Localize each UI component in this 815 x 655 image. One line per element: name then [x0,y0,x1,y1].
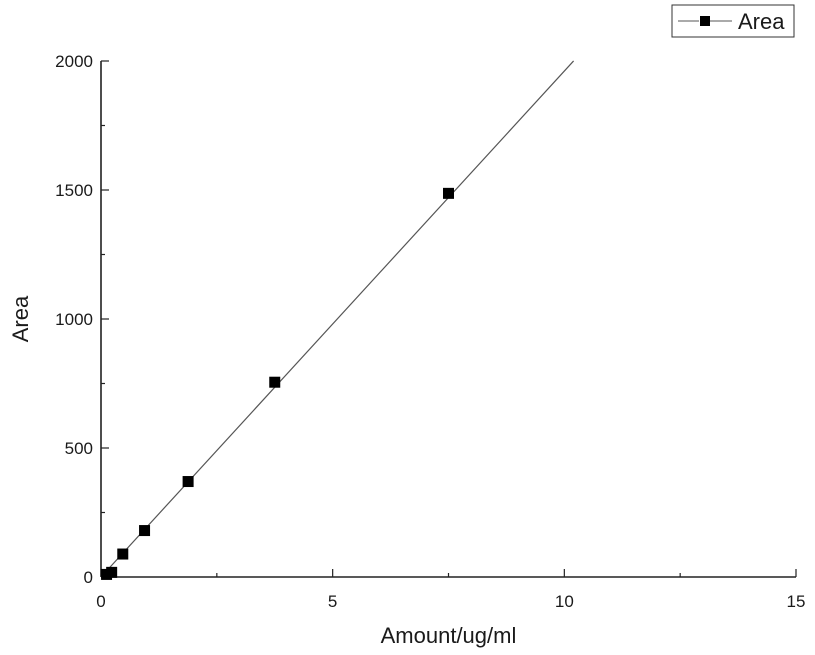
y-tick-label: 0 [84,568,93,587]
y-tick-label: 1500 [55,181,93,200]
legend: Area [671,4,795,38]
y-tick-label: 1000 [55,310,93,329]
axes [100,60,797,578]
data-point [117,548,129,560]
data-point [106,566,118,578]
legend-label: Area [738,9,785,34]
data-points [101,187,454,580]
x-tick-label: 15 [787,592,806,611]
y-tick-label: 500 [65,439,93,458]
fit-line-layer [100,60,575,578]
y-tick-label: 2000 [55,52,93,71]
y-axis-title: Area [8,295,33,342]
data-point [139,525,151,537]
x-tick-label: 5 [328,592,337,611]
tick-labels: 0 5 10 15 0 500 1000 1500 2000 [55,52,805,611]
x-axis-title: Amount/ug/ml [381,623,517,648]
data-point [182,476,194,488]
data-point [443,187,454,199]
x-tick-label: 0 [96,592,105,611]
x-tick-label: 10 [555,592,574,611]
regression-line [100,60,575,578]
legend-marker-square [700,16,710,26]
data-point [269,376,281,388]
